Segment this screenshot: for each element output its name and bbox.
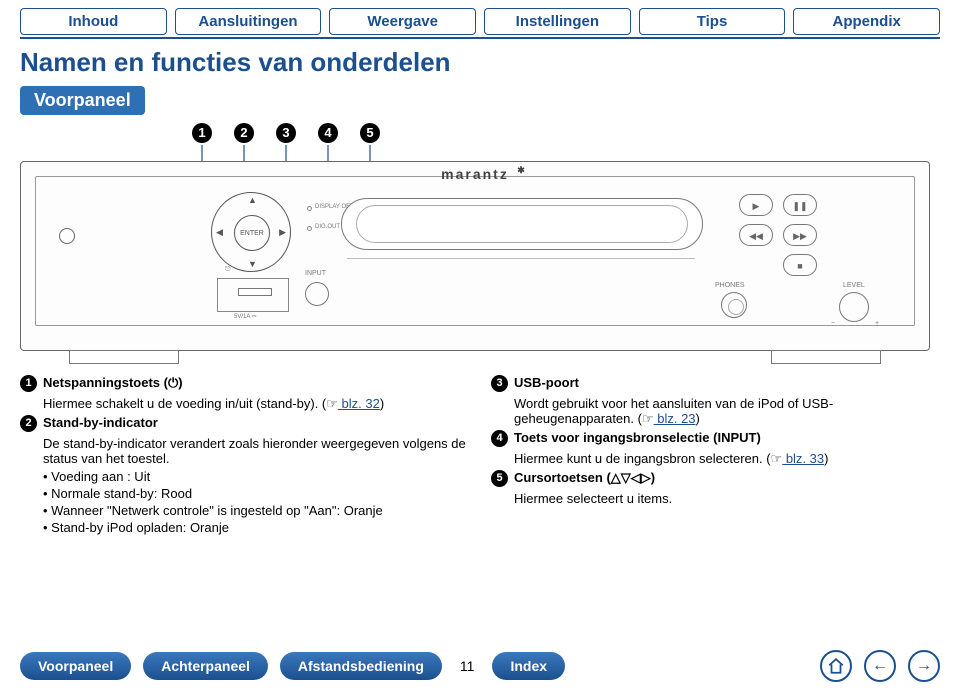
- bottom-nav: Voorpaneel Achterpaneel Afstandsbedienin…: [0, 650, 960, 682]
- rew-button-icon: ◀◀: [739, 224, 773, 246]
- stop-button-icon: ■: [783, 254, 817, 276]
- foot-right: [771, 350, 881, 364]
- page-number: 11: [454, 658, 481, 674]
- desc-2-body: De stand-by-indicator verandert zoals hi…: [20, 436, 469, 466]
- usb-port-icon: 5V/1A ⎓: [217, 278, 289, 312]
- link-blz23[interactable]: blz. 23: [654, 411, 696, 426]
- desc-3: 3 USB-poort: [491, 375, 940, 392]
- home-icon[interactable]: [820, 650, 852, 682]
- callout-4: 4: [318, 123, 338, 143]
- display-panel-icon: [341, 198, 703, 250]
- device-front-panel: marantz ENTER ▲ ▼ ◀ ▶ DISPLAY OFF DIG.OU…: [20, 161, 930, 351]
- desc-1: 1 Netspanningstoets (⏻): [20, 375, 469, 392]
- power-button-icon: [59, 228, 75, 244]
- standby-led-icon: [307, 206, 312, 211]
- link-blz32[interactable]: blz. 32: [338, 396, 380, 411]
- panel-underline: [347, 258, 695, 259]
- callout-2: 2: [234, 123, 254, 143]
- input-button-icon: [305, 282, 329, 306]
- desc-2-b3: Wanneer "Netwerk controle" is ingesteld …: [20, 503, 469, 518]
- desc-2-b4: Stand-by iPod opladen: Oranje: [20, 520, 469, 535]
- desc-5: 5 Cursortoetsen (△▽◁▷): [491, 470, 940, 487]
- desc-4-body: Hiermee kunt u de ingangsbron selecteren…: [491, 451, 940, 467]
- device-illustration: 1 2 3 4 5 marantz ENTER ▲ ▼ ◀ ▶ DISPLAY …: [20, 123, 940, 351]
- level-label: LEVEL: [843, 282, 865, 289]
- desc-4-num: 4: [491, 430, 508, 447]
- desc-2-b2: Normale stand-by: Rood: [20, 486, 469, 501]
- tab-weergave[interactable]: Weergave: [329, 8, 476, 35]
- descriptions: 1 Netspanningstoets (⏻) Hiermee schakelt…: [0, 351, 960, 537]
- callout-1: 1: [192, 123, 212, 143]
- desc-2: 2 Stand-by-indicator: [20, 415, 469, 432]
- desc-1-body-text: Hiermee schakelt u de voeding in/uit (st…: [43, 396, 326, 411]
- callout-3: 3: [276, 123, 296, 143]
- desc-2-num: 2: [20, 415, 37, 432]
- bn-index[interactable]: Index: [492, 652, 565, 680]
- foot-left: [69, 350, 179, 364]
- tab-instellingen[interactable]: Instellingen: [484, 8, 631, 35]
- desc-4-tail: ): [824, 451, 828, 466]
- cursor-pad-icon: ENTER ▲ ▼ ◀ ▶: [211, 192, 291, 272]
- digout-led-icon: [307, 226, 312, 231]
- ffw-button-icon: ▶▶: [783, 224, 817, 246]
- desc-3-num: 3: [491, 375, 508, 392]
- desc-5-body: Hiermee selecteert u items.: [491, 491, 940, 506]
- desc-1-tail: ): [380, 396, 384, 411]
- desc-col-right: 3 USB-poort Wordt gebruikt voor het aans…: [491, 375, 940, 537]
- desc-3-body: Wordt gebruikt voor het aansluiten van d…: [491, 396, 940, 427]
- section-subhead: Voorpaneel: [20, 86, 145, 115]
- tab-inhoud[interactable]: Inhoud: [20, 8, 167, 35]
- tab-appendix[interactable]: Appendix: [793, 8, 940, 35]
- callout-labels: 1 2 3 4 5: [20, 123, 940, 143]
- pause-button-icon: ❚❚: [783, 194, 817, 216]
- desc-col-left: 1 Netspanningstoets (⏻) Hiermee schakelt…: [20, 375, 469, 537]
- desc-4: 4 Toets voor ingangsbronselectie (INPUT): [491, 430, 940, 447]
- tab-aansluitingen[interactable]: Aansluitingen: [175, 8, 322, 35]
- prev-page-icon[interactable]: ←: [864, 650, 896, 682]
- phones-label: PHONES: [715, 282, 745, 289]
- bn-achterpaneel[interactable]: Achterpaneel: [143, 652, 268, 680]
- bn-voorpaneel[interactable]: Voorpaneel: [20, 652, 131, 680]
- desc-1-title: Netspanningstoets (⏻): [43, 375, 183, 390]
- level-knob-icon: [839, 292, 869, 322]
- enter-label: ENTER: [234, 215, 270, 251]
- level-plus: +: [875, 320, 879, 327]
- top-nav: Inhoud Aansluitingen Weergave Instelling…: [0, 0, 960, 37]
- level-minus: −: [831, 320, 835, 327]
- desc-4-body-text: Hiermee kunt u de ingangsbron selecteren…: [514, 451, 771, 466]
- page-title: Namen en functies van onderdelen: [0, 45, 960, 86]
- desc-3-tail: ): [696, 411, 700, 426]
- desc-1-num: 1: [20, 375, 37, 392]
- tab-tips[interactable]: Tips: [639, 8, 786, 35]
- phones-jack-icon: [721, 292, 747, 318]
- bn-afstandsbediening[interactable]: Afstandsbediening: [280, 652, 442, 680]
- desc-5-num: 5: [491, 470, 508, 487]
- usb-spec-label: 5V/1A ⎓: [234, 314, 256, 321]
- brand-logo: marantz: [441, 166, 509, 182]
- usb-icon: ⎋: [225, 266, 231, 274]
- desc-1-body: Hiermee schakelt u de voeding in/uit (st…: [20, 396, 469, 412]
- link-blz33[interactable]: blz. 33: [782, 451, 824, 466]
- callout-5: 5: [360, 123, 380, 143]
- desc-2-title: Stand-by-indicator: [43, 415, 158, 430]
- desc-4-title: Toets voor ingangsbronselectie (INPUT): [514, 430, 761, 445]
- nav-rule: [20, 37, 940, 39]
- desc-2-b1: Voeding aan : Uit: [20, 469, 469, 484]
- next-page-icon[interactable]: →: [908, 650, 940, 682]
- input-label: INPUT: [305, 270, 326, 277]
- play-button-icon: ▶: [739, 194, 773, 216]
- desc-3-title: USB-poort: [514, 375, 579, 390]
- desc-5-title: Cursortoetsen (△▽◁▷): [514, 470, 655, 485]
